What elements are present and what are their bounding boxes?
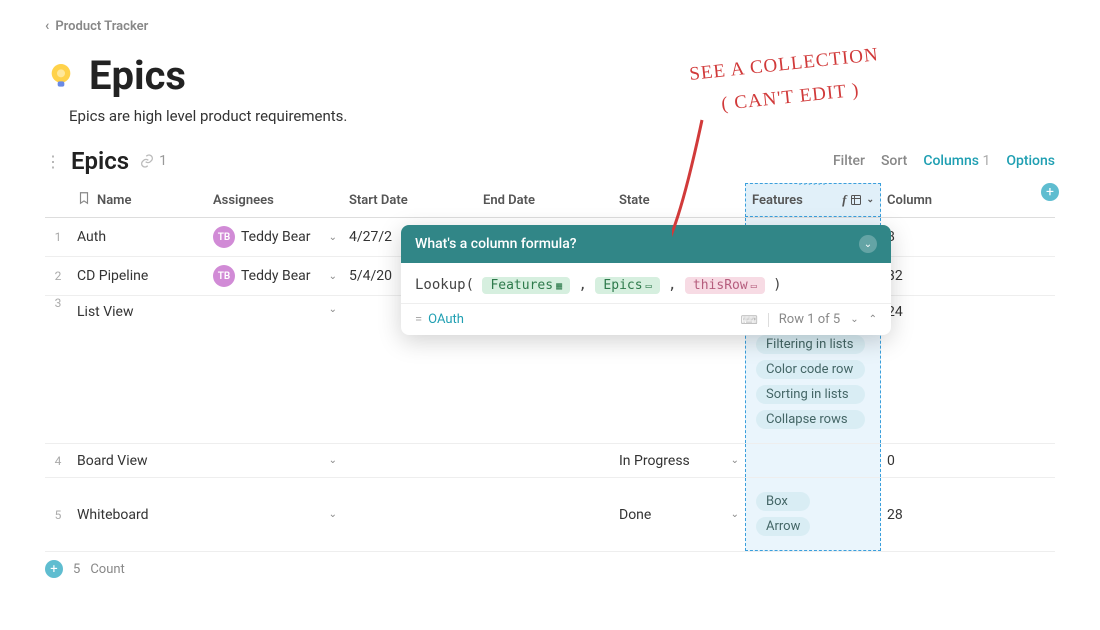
cell-column[interactable]: 8	[881, 218, 1013, 256]
column-header-end[interactable]: End Date	[477, 183, 613, 217]
feature-chip[interactable]: Color code row	[756, 360, 865, 379]
row-number: 3	[45, 296, 71, 310]
feature-chip[interactable]: Arrow	[756, 517, 810, 536]
cell-name[interactable]: Auth	[71, 218, 207, 256]
cell-features[interactable]: Box Arrow	[745, 478, 881, 551]
cell-assignee[interactable]: ⌄	[207, 478, 343, 551]
cell-end[interactable]	[477, 444, 613, 477]
table-footer: + 5 Count	[45, 552, 1055, 586]
avatar: TB	[213, 265, 235, 287]
feature-chip[interactable]: Collapse rows	[756, 410, 865, 429]
table: + Name Assignees Start Date End Date Sta…	[45, 183, 1055, 586]
cell-column[interactable]: 28	[881, 478, 1013, 551]
column-header-name[interactable]: Name	[71, 183, 207, 217]
formula-button[interactable]: f ⌄	[842, 192, 874, 208]
formula-result: = OAuth ⌨ Row 1 of 5 ⌄ ⌃	[401, 303, 891, 335]
feature-chip[interactable]: Sorting in lists	[756, 385, 865, 404]
page-title: Epics	[89, 52, 186, 99]
chevron-down-icon[interactable]: ⌄	[329, 271, 337, 282]
link-badge[interactable]: 1	[139, 153, 167, 169]
chevron-down-icon[interactable]: ⌄	[731, 455, 739, 466]
cell-name[interactable]: Board View	[71, 444, 207, 477]
add-row-button[interactable]: +	[45, 560, 63, 578]
add-column-button[interactable]: +	[1041, 183, 1059, 201]
filter-button[interactable]: Filter	[833, 153, 865, 169]
cell-start[interactable]	[343, 444, 477, 477]
options-button[interactable]: Options	[1006, 153, 1055, 169]
cell-state[interactable]: Done⌄	[613, 478, 745, 551]
column-header-state[interactable]: State	[613, 183, 745, 217]
column-header-assignees[interactable]: Assignees	[207, 183, 343, 217]
chevron-down-icon[interactable]: ⌄	[329, 232, 337, 243]
keyboard-icon[interactable]: ⌨	[740, 313, 757, 327]
cell-assignee[interactable]: ⌄	[207, 296, 343, 323]
chevron-down-icon[interactable]: ⌄	[329, 455, 337, 466]
row-number: 1	[45, 218, 71, 256]
cell-column[interactable]: 32	[881, 257, 1013, 295]
cell-state[interactable]: In Progress⌄	[613, 444, 745, 477]
cell-column[interactable]: 0	[881, 444, 1013, 477]
breadcrumb[interactable]: ‹ Product Tracker	[45, 18, 1055, 34]
formula-popover: What's a column formula? ⌄ Lookup( Featu…	[401, 225, 891, 335]
row-number: 4	[45, 444, 71, 477]
chevron-left-icon: ‹	[45, 18, 49, 34]
row-count-label: Count	[90, 562, 124, 577]
chevron-down-icon[interactable]: ⌄	[329, 509, 337, 520]
row-count: 5	[73, 562, 80, 577]
feature-chip[interactable]: Box	[756, 492, 810, 511]
cell-name[interactable]: CD Pipeline	[71, 257, 207, 295]
table-title: Epics	[71, 147, 129, 175]
column-header-column[interactable]: Column	[881, 183, 1013, 217]
avatar: TB	[213, 226, 235, 248]
cell-assignee[interactable]: TBTeddy Bear⌄	[207, 257, 343, 295]
table-row[interactable]: 5 Whiteboard ⌄ Done⌄ Box Arrow 28	[45, 478, 1055, 552]
result-link[interactable]: OAuth	[428, 312, 464, 327]
chevron-down-icon[interactable]: ⌄	[850, 314, 858, 325]
cell-name[interactable]: List View	[71, 296, 207, 328]
cell-assignee[interactable]: ⌄	[207, 444, 343, 477]
expand-icon[interactable]: ⌄	[859, 235, 877, 253]
sort-button[interactable]: Sort	[881, 153, 907, 169]
bookmark-icon	[77, 191, 91, 209]
cell-column[interactable]: 24	[881, 296, 1013, 328]
page-subtitle: Epics are high level product requirement…	[69, 107, 1055, 125]
popover-title: What's a column formula?	[415, 236, 577, 252]
cell-name[interactable]: Whiteboard	[71, 478, 207, 551]
chevron-down-icon[interactable]: ⌄	[329, 304, 337, 315]
table-row[interactable]: 4 Board View ⌄ In Progress⌄ 0	[45, 444, 1055, 478]
more-icon[interactable]: ⋮	[45, 152, 61, 171]
formula-input[interactable]: Lookup( Features▦ , Epics▭ , thisRow▭ )	[401, 263, 891, 303]
bulb-icon	[45, 60, 77, 92]
grip-icon[interactable]: ••••••	[798, 180, 827, 189]
column-header-features[interactable]: •••••• Features f ⌄	[745, 183, 881, 217]
cell-features[interactable]	[745, 444, 881, 477]
row-number: 2	[45, 257, 71, 295]
chevron-down-icon[interactable]: ⌄	[731, 509, 739, 520]
column-header-start[interactable]: Start Date	[343, 183, 477, 217]
breadcrumb-label: Product Tracker	[55, 19, 148, 34]
feature-chip[interactable]: Filtering in lists	[756, 335, 865, 354]
columns-button[interactable]: Columns 1	[923, 153, 990, 169]
row-number: 5	[45, 478, 71, 551]
cell-assignee[interactable]: TBTeddy Bear⌄	[207, 218, 343, 256]
chevron-up-icon[interactable]: ⌃	[869, 314, 877, 325]
link-count: 1	[159, 153, 167, 169]
pager-label: Row 1 of 5	[779, 312, 840, 327]
cell-end[interactable]	[477, 478, 613, 551]
cell-start[interactable]	[343, 478, 477, 551]
